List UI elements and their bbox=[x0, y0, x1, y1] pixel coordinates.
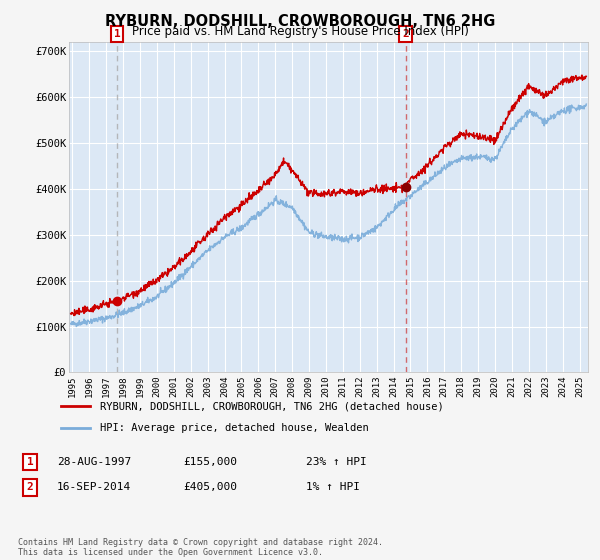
Text: Contains HM Land Registry data © Crown copyright and database right 2024.
This d: Contains HM Land Registry data © Crown c… bbox=[18, 538, 383, 557]
Text: RYBURN, DODSHILL, CROWBOROUGH, TN6 2HG (detached house): RYBURN, DODSHILL, CROWBOROUGH, TN6 2HG (… bbox=[100, 402, 444, 411]
Text: £155,000: £155,000 bbox=[183, 457, 237, 467]
Text: RYBURN, DODSHILL, CROWBOROUGH, TN6 2HG: RYBURN, DODSHILL, CROWBOROUGH, TN6 2HG bbox=[105, 14, 495, 29]
Text: £405,000: £405,000 bbox=[183, 482, 237, 492]
Text: 1% ↑ HPI: 1% ↑ HPI bbox=[306, 482, 360, 492]
Text: 2: 2 bbox=[402, 29, 409, 39]
Text: 1: 1 bbox=[114, 29, 121, 39]
Text: Price paid vs. HM Land Registry's House Price Index (HPI): Price paid vs. HM Land Registry's House … bbox=[131, 25, 469, 38]
Text: 16-SEP-2014: 16-SEP-2014 bbox=[57, 482, 131, 492]
Text: HPI: Average price, detached house, Wealden: HPI: Average price, detached house, Weal… bbox=[100, 423, 369, 433]
Text: 28-AUG-1997: 28-AUG-1997 bbox=[57, 457, 131, 467]
Text: 23% ↑ HPI: 23% ↑ HPI bbox=[306, 457, 367, 467]
Text: 2: 2 bbox=[26, 482, 34, 492]
Text: 1: 1 bbox=[26, 457, 34, 467]
